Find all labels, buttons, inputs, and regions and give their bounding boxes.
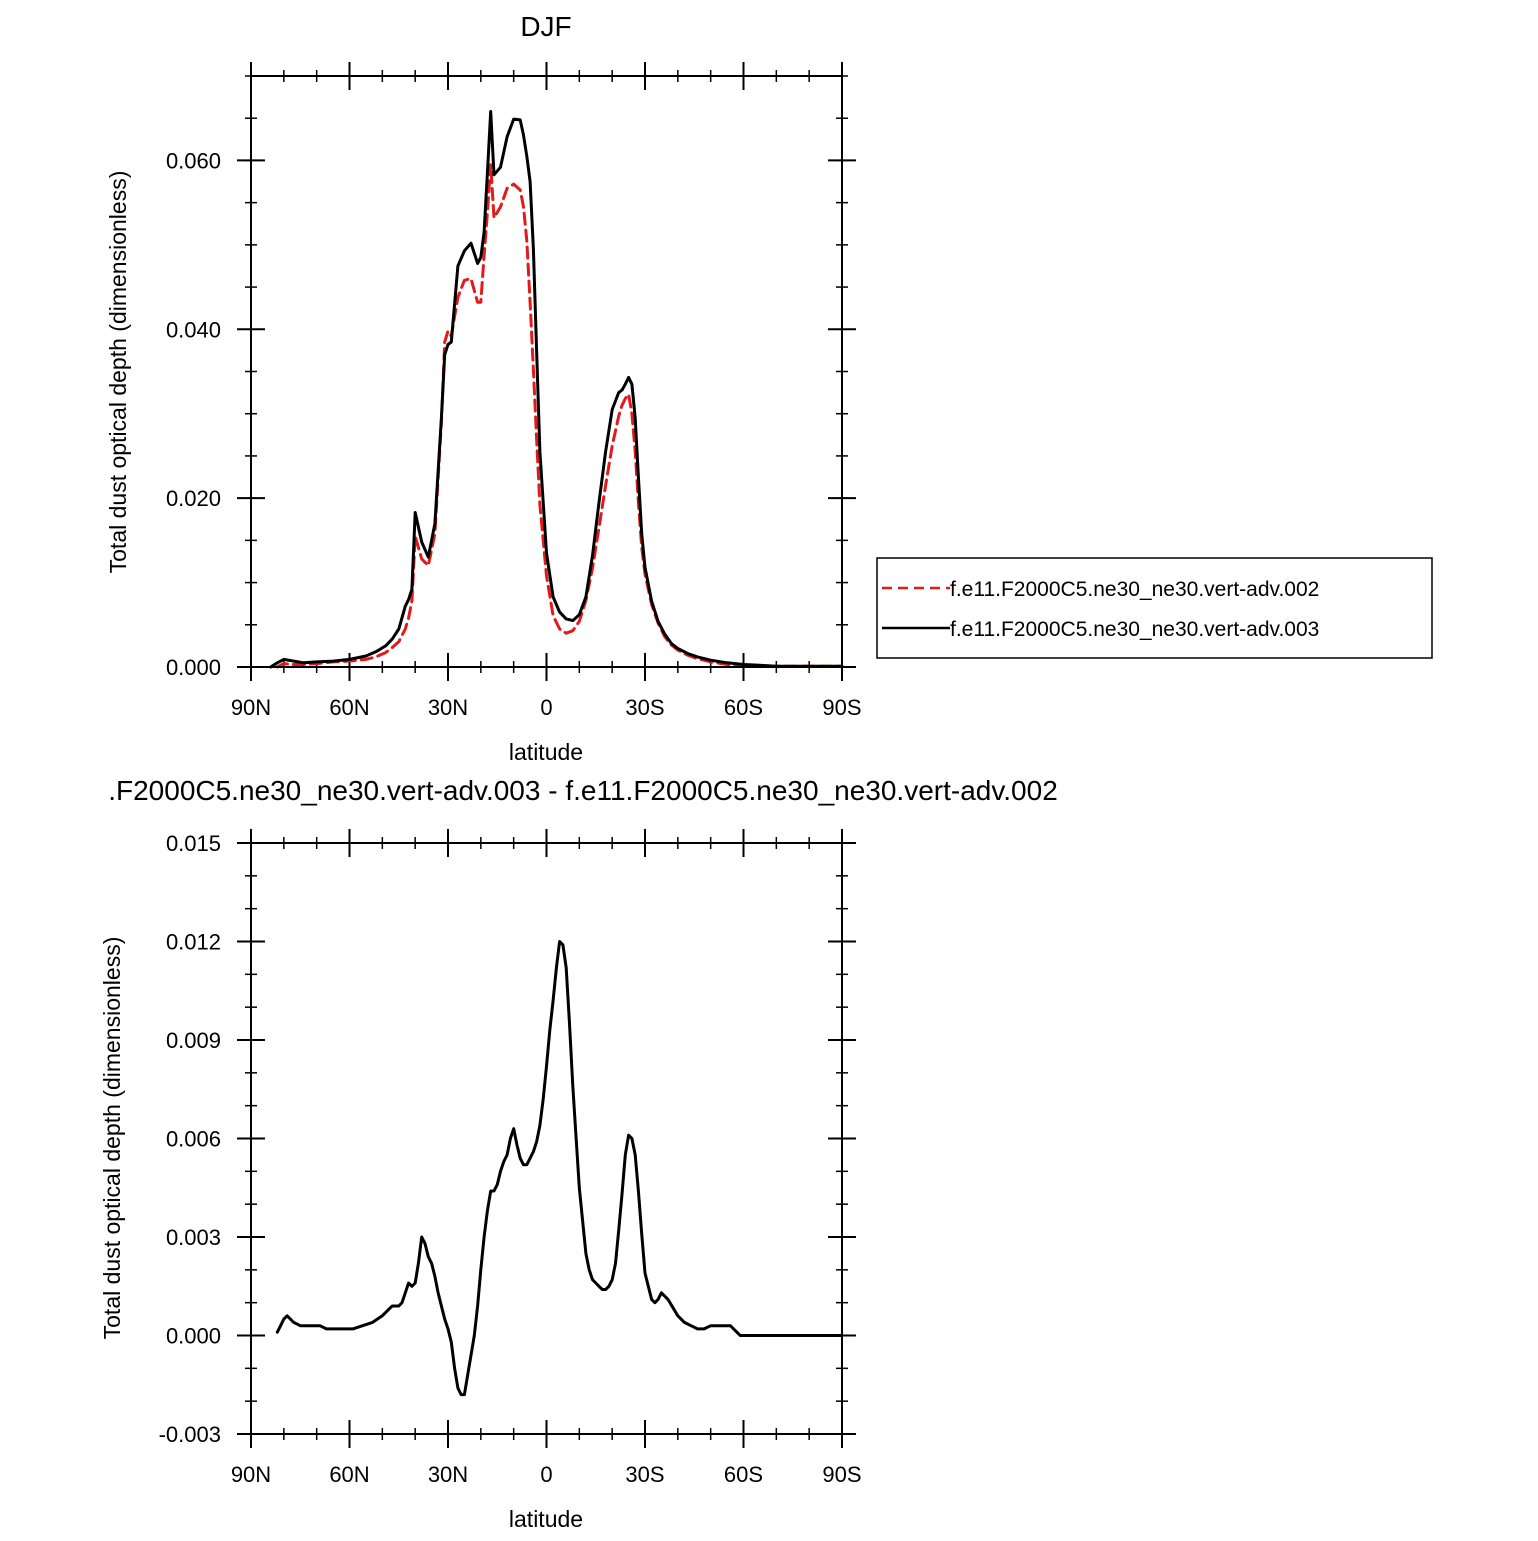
y-axis-ticks: 0.000 0.020 0.040 0.060: [166, 75, 856, 680]
y-tick-label: 0.020: [166, 486, 221, 511]
x-tick-label: 60N: [329, 1462, 369, 1487]
plot-frame: [250, 75, 843, 668]
x-tick-label: 90S: [822, 695, 861, 720]
x-tick-label: 0: [540, 1462, 552, 1487]
legend: f.e11.F2000C5.ne30_ne30.vert-adv.002 f.e…: [876, 557, 1433, 659]
plot-area: [275, 940, 844, 1397]
chart-title: DJF: [520, 11, 571, 42]
y-tick-label: 0.012: [166, 930, 221, 955]
legend-box: [876, 557, 1433, 659]
x-tick-label: 30S: [625, 695, 664, 720]
bottom-panel: .F2000C5.ne30_ne30.vert-adv.003 - f.e11.…: [99, 775, 1058, 1532]
plot-frame: [250, 842, 843, 1435]
x-axis-ticks: 90N 60N 30N 0 30S 60S 90S: [231, 829, 862, 1487]
y-tick-label: -0.003: [159, 1422, 221, 1447]
y-tick-label: 0.015: [166, 831, 221, 856]
y-axis-ticks: -0.003 0.000 0.003 0.006 0.009 0.012 0.015: [159, 831, 856, 1447]
y-tick-label: 0.060: [166, 148, 221, 173]
x-tick-label: 60N: [329, 695, 369, 720]
x-tick-label: 30S: [625, 1462, 664, 1487]
x-tick-label: 90N: [231, 695, 271, 720]
series-line-2: [269, 110, 844, 669]
difference-chart-title: .F2000C5.ne30_ne30.vert-adv.003 - f.e11.…: [108, 775, 1058, 806]
x-tick-label: 30N: [428, 695, 468, 720]
y-axis-label: Total dust optical depth (dimensionless): [105, 171, 131, 574]
x-tick-label: 0: [540, 695, 552, 720]
y-tick-label: 0.040: [166, 317, 221, 342]
legend-entry-series-003: f.e11.F2000C5.ne30_ne30.vert-adv.003: [950, 618, 1319, 641]
x-axis-label: latitude: [509, 739, 583, 765]
x-axis-ticks: 90N 60N 30N 0 30S 60S 90S: [231, 62, 862, 720]
y-tick-label: 0.009: [166, 1028, 221, 1053]
x-tick-label: 60S: [724, 1462, 763, 1487]
x-tick-label: 30N: [428, 1462, 468, 1487]
y-tick-label: 0.000: [166, 1324, 221, 1349]
y-axis-label: Total dust optical depth (dimensionless): [99, 937, 125, 1340]
series-line-1: [275, 163, 844, 669]
plot-area: [269, 110, 844, 669]
x-tick-label: 60S: [724, 695, 763, 720]
y-tick-label: 0.000: [166, 655, 221, 680]
series-line-1: [275, 940, 844, 1397]
x-tick-label: 90S: [822, 1462, 861, 1487]
x-axis-label: latitude: [509, 1506, 583, 1532]
x-tick-label: 90N: [231, 1462, 271, 1487]
top-panel: DJF 0.000 0.020 0.040 0.060 90N 60N 30N 0 30S 60…: [105, 11, 862, 765]
y-tick-label: 0.006: [166, 1127, 221, 1152]
legend-entry-series-002: f.e11.F2000C5.ne30_ne30.vert-adv.002: [950, 578, 1319, 601]
y-tick-label: 0.003: [166, 1225, 221, 1250]
